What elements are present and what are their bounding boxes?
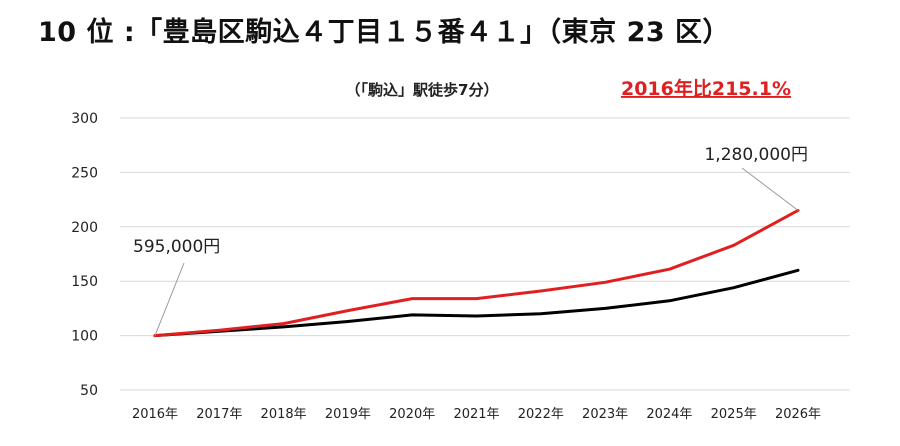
x-tick-label: 2016年 [132, 407, 178, 422]
x-tick-label: 2018年 [261, 407, 307, 422]
y-tick-label: 300 [71, 111, 98, 127]
x-tick-label: 2026年 [775, 407, 821, 422]
y-tick-label: 200 [71, 220, 98, 236]
y-tick-label: 250 [71, 165, 98, 181]
x-tick-label: 2017年 [196, 407, 242, 422]
annotation-label: 1,280,000円 [704, 145, 808, 165]
x-tick-label: 2021年 [453, 407, 499, 422]
growth-highlight: 2016年比215.1% [621, 77, 791, 100]
y-tick-label: 100 [71, 329, 98, 345]
x-tick-label: 2022年 [518, 407, 564, 422]
x-tick-label: 2025年 [711, 407, 757, 422]
annotation-leader-line [741, 167, 799, 211]
x-tick-label: 2019年 [325, 407, 371, 422]
gridlines [120, 117, 850, 391]
annotation-label: 595,000円 [133, 237, 220, 257]
page-title: 10 位 :「豊島区駒込４丁目１５番４１」（東京 23 区） [38, 17, 731, 48]
series-lines [153, 208, 800, 338]
y-axis-ticks: 50 100 150 200 250 300 [71, 111, 98, 399]
annotation-leader-line [154, 262, 185, 336]
x-tick-label: 2023年 [582, 407, 628, 422]
y-tick-label: 50 [80, 383, 98, 399]
x-tick-label: 2020年 [389, 407, 435, 422]
annotations: 595,000円 1,280,000円 [133, 145, 808, 336]
x-axis-ticks: 2016年 2017年 2018年 2019年 2020年 2021年 2022年 2023年… [132, 407, 821, 422]
chart-subtitle: （「駒込」駅徒歩7分） [346, 81, 499, 99]
y-tick-label: 150 [71, 274, 98, 290]
x-tick-label: 2024年 [646, 407, 692, 422]
